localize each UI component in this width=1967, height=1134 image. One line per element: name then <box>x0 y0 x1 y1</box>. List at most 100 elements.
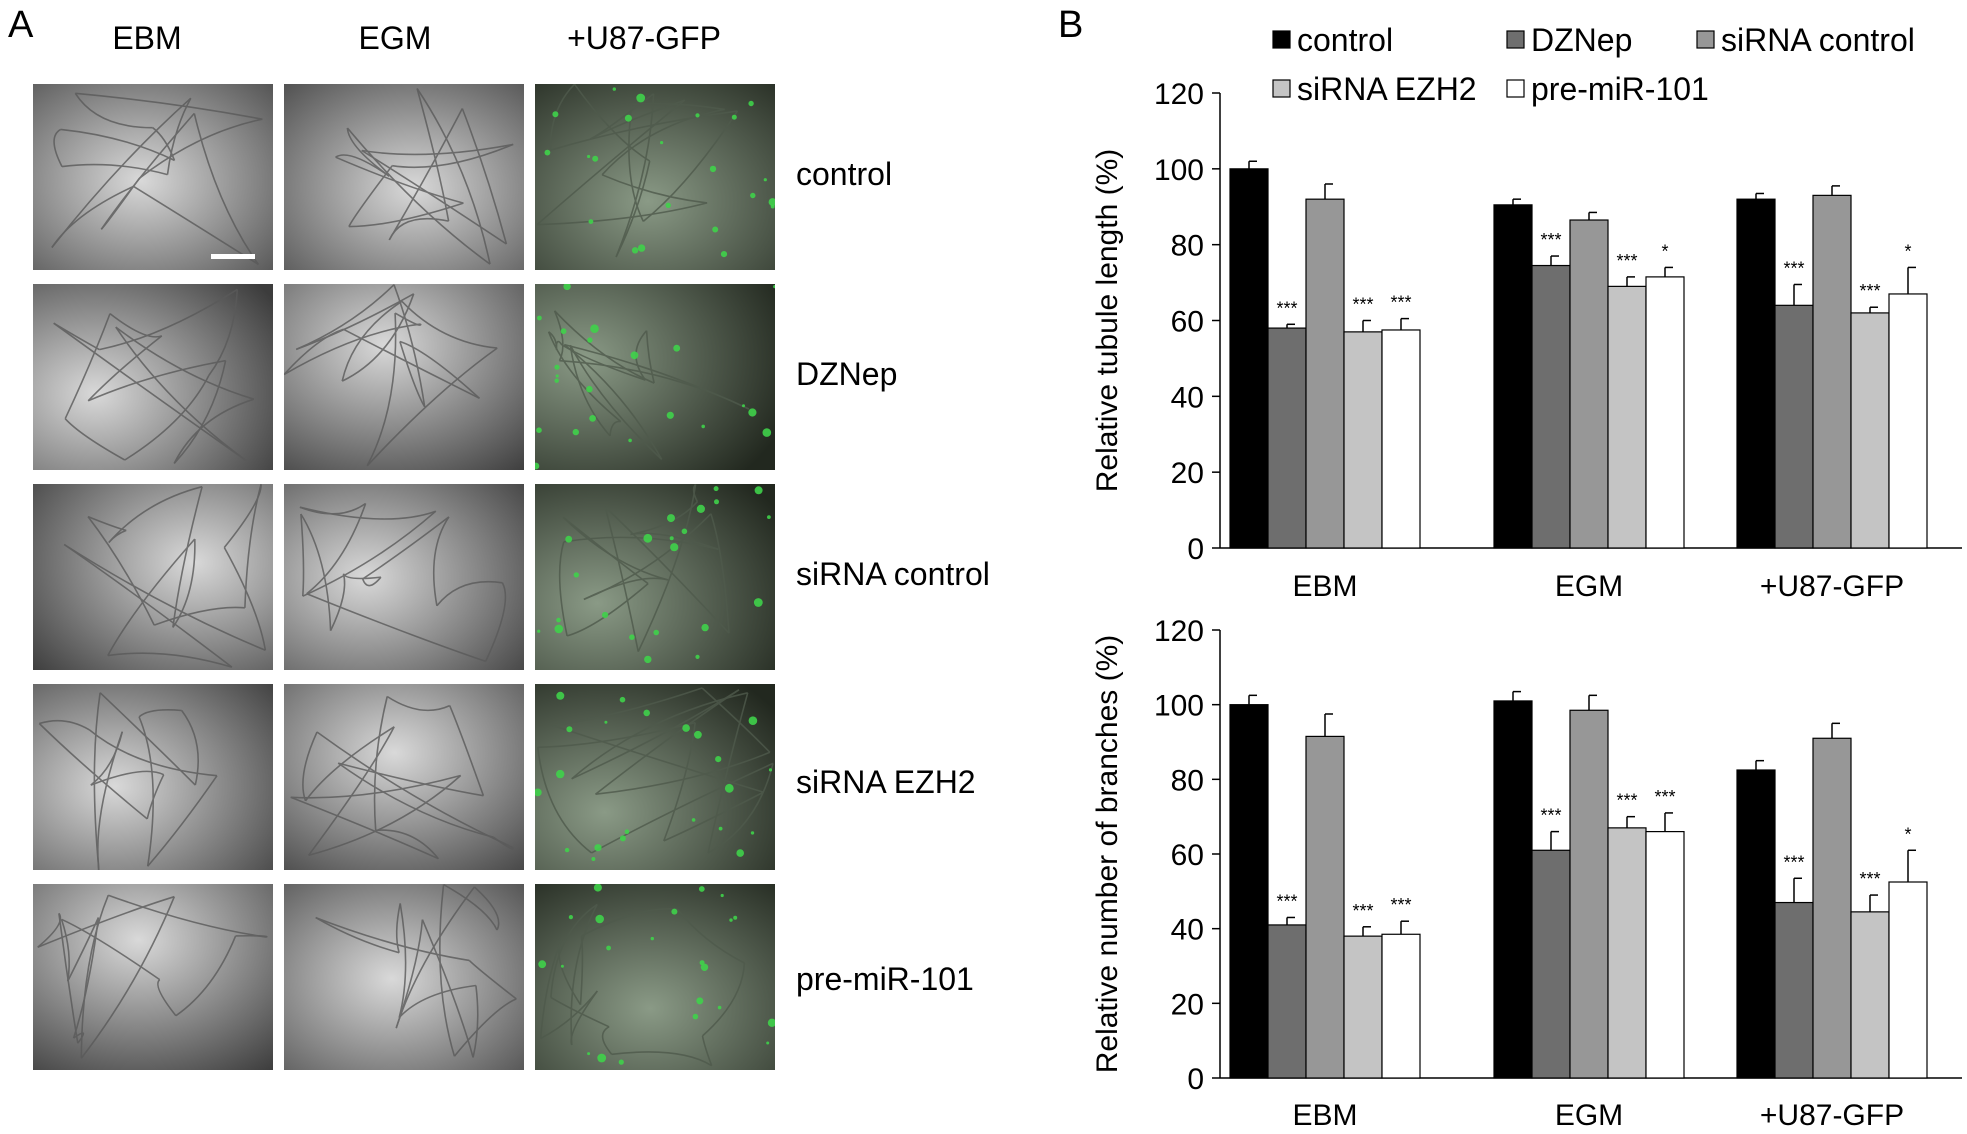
significance-label: *** <box>1540 806 1561 826</box>
micrograph-2-1 <box>33 284 273 470</box>
micrograph-4-2 <box>284 684 524 870</box>
legend-label: siRNA control <box>1721 22 1915 58</box>
significance-label: *** <box>1783 258 1804 278</box>
bar-pre-mir-101 <box>1645 830 1685 1079</box>
y-tick-label: 40 <box>1171 381 1204 414</box>
y-tick-label: 80 <box>1171 230 1204 263</box>
micrograph-4-3 <box>535 684 775 870</box>
bar-sirna-ezh2 <box>1607 285 1647 549</box>
significance-label: *** <box>1352 901 1373 921</box>
significance-label: *** <box>1616 791 1637 811</box>
bar-sirna-ezh2 <box>1343 331 1383 549</box>
y-tick-label: 40 <box>1171 914 1204 947</box>
bar-sirna-control <box>1812 737 1852 1079</box>
bar-pre-mir-101 <box>1381 933 1421 1079</box>
x-category-label: EBM <box>1292 1099 1357 1132</box>
bar-sirna-ezh2 <box>1607 827 1647 1079</box>
chart-1: 0 20 40 60 80 100 120 Relative tubule length (%… <box>1091 78 1962 603</box>
x-category-label: EGM <box>1555 570 1623 603</box>
bar-sirna-ezh2 <box>1850 911 1890 1079</box>
y-tick-label: 20 <box>1171 988 1204 1021</box>
micrograph-2-3 <box>535 284 775 470</box>
legend-label: control <box>1297 22 1393 58</box>
bar-sirna-control <box>1569 709 1609 1079</box>
column-header-egm: EGM <box>358 20 432 56</box>
bar-control <box>1736 769 1776 1079</box>
x-category-label: EBM <box>1292 570 1357 603</box>
bar-control <box>1493 204 1533 549</box>
legend-swatch <box>1696 30 1715 49</box>
y-tick-label: 100 <box>1154 690 1204 723</box>
y-tick-label: 120 <box>1154 78 1204 111</box>
bar-sirna-control <box>1569 219 1609 549</box>
y-tick-label: 60 <box>1171 306 1204 339</box>
x-category-label: +U87-GFP <box>1760 570 1904 603</box>
legend: control DZNep siRNA control siRNA EZH2 pre-m… <box>1272 22 1915 107</box>
legend-swatch <box>1506 79 1525 98</box>
x-category-label: EGM <box>1555 1099 1623 1132</box>
bar-sirna-ezh2 <box>1343 935 1383 1079</box>
bar-sirna-control <box>1812 194 1852 549</box>
micrograph-3-2 <box>284 484 524 670</box>
y-tick-label: 60 <box>1171 839 1204 872</box>
significance-label: *** <box>1276 891 1297 911</box>
column-header-ebm: EBM <box>112 20 182 56</box>
bar-control <box>1736 198 1776 549</box>
significance-label: *** <box>1352 295 1373 315</box>
bar-control <box>1229 704 1269 1079</box>
x-category-label: +U87-GFP <box>1760 1099 1904 1132</box>
significance-label: * <box>1904 824 1911 844</box>
significance-label: *** <box>1390 895 1411 915</box>
row-label-sirna-control: siRNA control <box>796 556 990 592</box>
scale-bar <box>211 254 255 259</box>
micrograph-3-1 <box>33 484 273 670</box>
row-label-pre-mir-101: pre-miR-101 <box>796 961 974 997</box>
y-tick-label: 20 <box>1171 457 1204 490</box>
bar-dznep <box>1531 264 1571 549</box>
bar-sirna-control <box>1305 735 1345 1079</box>
y-tick-label: 0 <box>1187 1063 1204 1096</box>
significance-label: *** <box>1276 298 1297 318</box>
micrograph-1-3 <box>535 84 775 270</box>
micrograph-2-2 <box>284 284 524 470</box>
bar-pre-mir-101 <box>1888 881 1928 1079</box>
significance-label: * <box>1661 241 1668 261</box>
bar-dznep <box>1267 327 1307 549</box>
micrograph-4-1 <box>33 684 273 870</box>
legend-swatch <box>1272 79 1291 98</box>
significance-label: *** <box>1540 230 1561 250</box>
micrograph-5-1 <box>33 884 273 1070</box>
legend-label: DZNep <box>1531 22 1632 58</box>
column-header-u87-gfp: +U87-GFP <box>567 20 721 56</box>
legend-swatch <box>1506 30 1525 49</box>
bar-control <box>1493 700 1533 1079</box>
y-tick-label: 100 <box>1154 154 1204 187</box>
bar-sirna-control <box>1305 198 1345 549</box>
row-label-dznep: DZNep <box>796 356 898 392</box>
y-tick-label: 120 <box>1154 615 1204 648</box>
micrograph-1-2 <box>284 84 524 270</box>
significance-label: *** <box>1783 852 1804 872</box>
micrograph-5-2 <box>284 884 524 1070</box>
y-tick-label: 80 <box>1171 764 1204 797</box>
panel-a-label: A <box>8 4 34 46</box>
micrograph-1-1 <box>33 84 273 270</box>
bar-pre-mir-101 <box>1381 329 1421 549</box>
significance-label: *** <box>1859 869 1880 889</box>
bar-dznep <box>1774 304 1814 549</box>
significance-label: *** <box>1616 251 1637 271</box>
bar-sirna-ezh2 <box>1850 312 1890 549</box>
bar-control <box>1229 168 1269 549</box>
y-tick-label: 0 <box>1187 533 1204 566</box>
y-axis-label: Relative tubule length (%) <box>1091 149 1124 493</box>
bar-dznep <box>1774 901 1814 1079</box>
y-axis-label: Relative number of branches (%) <box>1091 635 1124 1074</box>
significance-label: *** <box>1390 293 1411 313</box>
chart-2: 0 20 40 60 80 100 120 Relative number of branch… <box>1091 615 1962 1132</box>
panel-b-label: B <box>1058 4 1084 46</box>
bar-dznep <box>1531 849 1571 1079</box>
row-label-control: control <box>796 156 893 192</box>
legend-label: siRNA EZH2 <box>1297 71 1477 107</box>
bar-pre-mir-101 <box>1888 293 1928 549</box>
